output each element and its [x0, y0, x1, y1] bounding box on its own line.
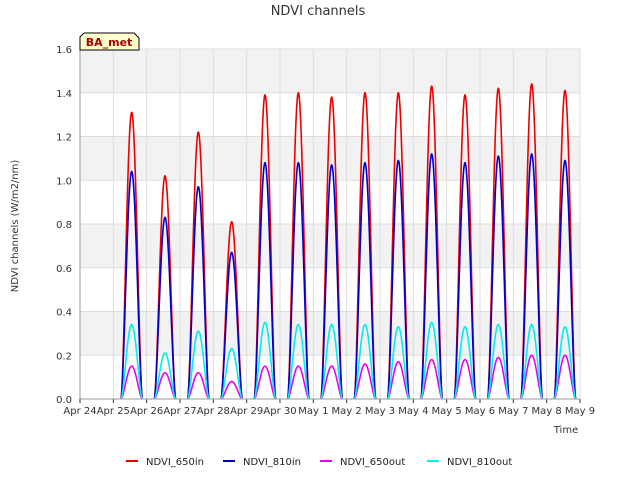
daily-peak-point [330, 323, 333, 326]
daily-peak-point [330, 164, 333, 166]
daily-peak-point [364, 161, 366, 164]
daily-peak-point [464, 358, 466, 361]
x-axis-ticks: Apr 24 Apr 25 Apr 26 Apr 27 Apr 28 Apr 29 Apr … [63, 406, 595, 417]
daily-peak-point [397, 326, 400, 328]
daily-peak-point [530, 323, 533, 326]
daily-peak-point [497, 323, 500, 326]
series-layer [98, 83, 577, 400]
daily-peak-point [197, 131, 200, 133]
x-tick-label: Apr 24 [63, 406, 96, 417]
chart-title: NDVI channels [271, 4, 366, 19]
x-tick-label: May 6 [465, 406, 495, 417]
legend-label-NDVI_650in: NDVI_650in [146, 457, 204, 468]
daily-peak-point [164, 175, 166, 177]
y-axis-ticks: 0.0 0.2 0.4 0.6 0.8 1.0 1.2 1.4 1.6 [56, 45, 72, 406]
daily-peak-point [230, 380, 233, 383]
daily-peak-point [164, 352, 166, 354]
daily-peak-point [130, 170, 133, 173]
daily-peak-point [330, 365, 333, 367]
daily-peak-point [230, 251, 233, 254]
site-badge-label: BA_met [86, 36, 133, 49]
daily-peak-point [297, 365, 300, 367]
y-tick-label: 1.6 [56, 45, 72, 56]
daily-peak-point [264, 94, 266, 96]
daily-peak-point [364, 323, 366, 326]
daily-peak-point [497, 87, 500, 90]
x-tick-label: Apr 25 [97, 406, 130, 417]
x-tick-label: May 9 [565, 406, 595, 417]
y-tick-label: 1.4 [56, 89, 72, 100]
daily-peak-point [430, 321, 433, 324]
daily-peak-point [530, 354, 533, 357]
daily-peak-point [497, 155, 500, 157]
daily-peak-point [397, 361, 400, 363]
plot-band [80, 49, 580, 93]
site-badge: BA_met [79, 32, 140, 51]
daily-peak-point [564, 354, 566, 357]
daily-peak-point [564, 89, 566, 92]
x-tick-label: Apr 28 [197, 406, 230, 417]
daily-peak-point [130, 365, 133, 367]
daily-peak-point [264, 365, 266, 367]
x-tick-label: Apr 29 [230, 406, 263, 417]
x-tick-label: May 3 [365, 406, 395, 417]
daily-peak-point [564, 326, 566, 328]
site-badge-box [79, 32, 140, 51]
daily-peak-point [464, 94, 466, 96]
x-tick-label: May 2 [332, 406, 362, 417]
daily-peak-point [197, 186, 200, 188]
y-tick-label: 0.2 [56, 351, 72, 362]
daily-peak-point [397, 159, 400, 162]
daily-peak-point [397, 91, 400, 94]
plot-band [80, 311, 580, 356]
legend: NDVI_650in NDVI_810in NDVI_650out NDVI_810o… [126, 457, 512, 468]
y-tick-label: 0.6 [56, 264, 72, 275]
x-tick-label: Apr 27 [163, 406, 196, 417]
daily-peak-point [497, 356, 500, 359]
daily-peak-point [164, 371, 166, 374]
daily-peak-point [230, 221, 233, 223]
daily-peak-point [130, 323, 133, 326]
x-tick-label: May 4 [398, 406, 428, 417]
x-tick-label: May 8 [532, 406, 562, 417]
daily-peak-point [530, 153, 533, 155]
y-tick-label: 0.8 [56, 220, 72, 231]
daily-peak-point [197, 371, 200, 374]
daily-peak-point [464, 161, 466, 164]
x-tick-label: May 7 [498, 406, 528, 417]
daily-peak-point [364, 91, 366, 94]
y-tick-label: 0.4 [56, 308, 72, 319]
daily-peak-point [564, 159, 566, 162]
legend-label-NDVI_810in: NDVI_810in [243, 457, 301, 468]
daily-peak-point [464, 326, 466, 328]
daily-peak-point [330, 96, 333, 98]
daily-peak-point [430, 85, 433, 87]
daily-peak-point [530, 83, 533, 85]
daily-peak-point [197, 330, 200, 332]
daily-peak-point [230, 347, 233, 350]
y-tick-label: 1.0 [56, 176, 72, 187]
daily-peak-point [364, 363, 366, 365]
x-tick-label: Apr 26 [130, 406, 163, 417]
daily-peak-point [264, 321, 266, 324]
x-tick-label: Apr 30 [263, 406, 296, 417]
daily-peak-point [264, 161, 266, 164]
daily-peak-point [297, 91, 300, 94]
daily-peak-point [297, 161, 300, 164]
y-axis-label: NDVI channels (W/m2/nm) [10, 160, 21, 293]
axes [79, 49, 581, 403]
legend-label-NDVI_810out: NDVI_810out [447, 457, 512, 468]
daily-peak-point [430, 153, 433, 155]
daily-peak-point [297, 323, 300, 326]
x-axis-label: Time [553, 425, 578, 436]
y-tick-label: 0.0 [56, 395, 72, 406]
daily-peak-point [164, 216, 166, 219]
x-tick-label: May 1 [298, 406, 328, 417]
x-tick-label: May 5 [432, 406, 462, 417]
daily-peak-point [130, 111, 133, 114]
daily-peak-point [430, 358, 433, 361]
legend-label-NDVI_650out: NDVI_650out [340, 457, 405, 468]
y-tick-label: 1.2 [56, 133, 72, 144]
